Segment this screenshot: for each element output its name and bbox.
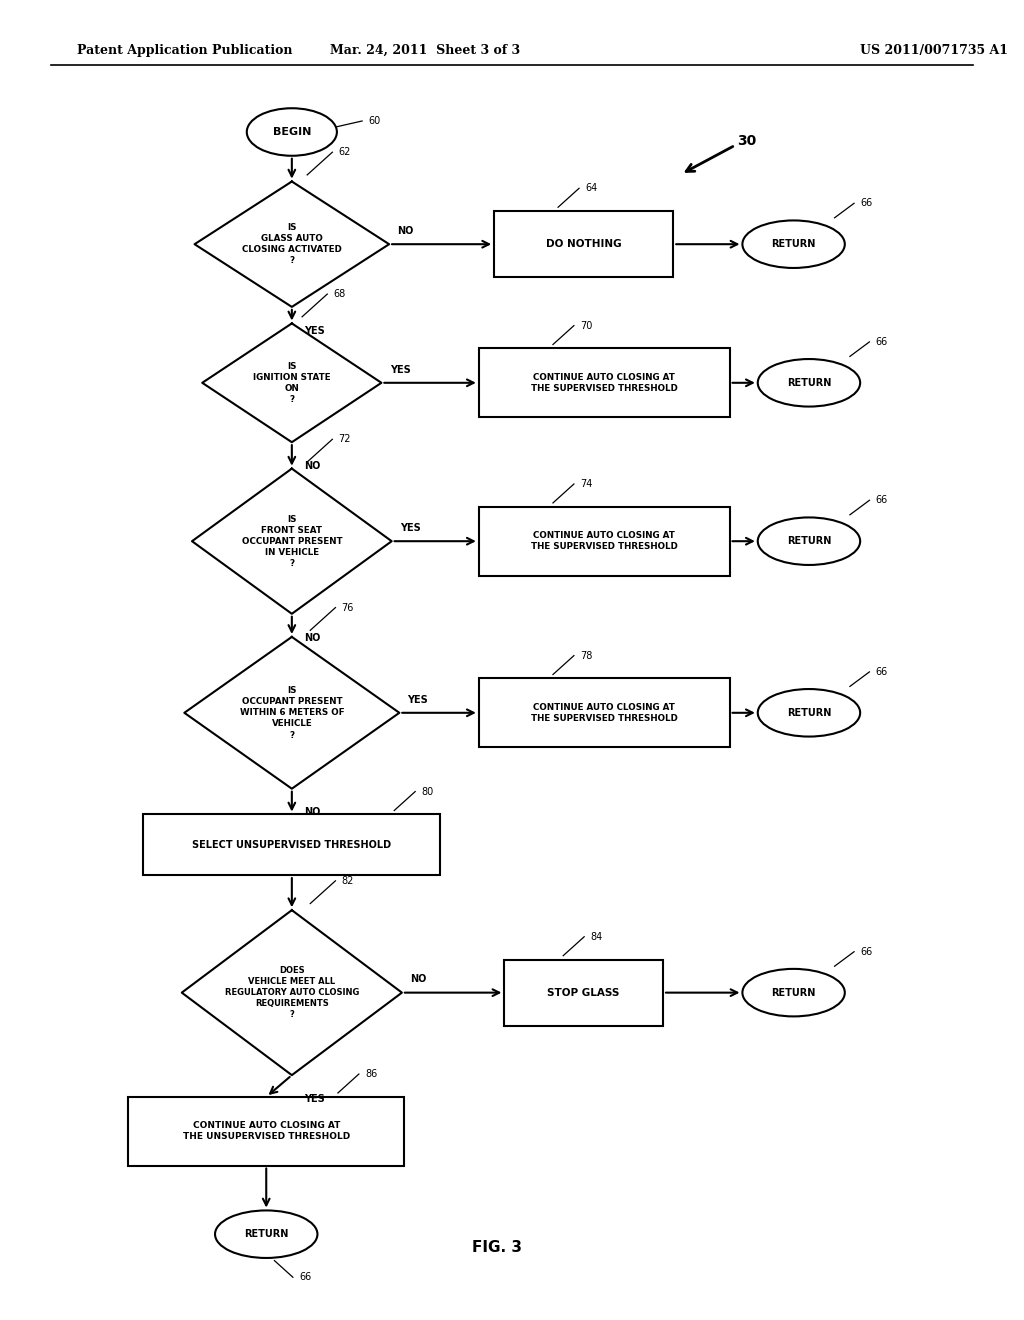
Text: FIG. 3: FIG. 3 (472, 1239, 521, 1255)
Text: 74: 74 (580, 479, 593, 488)
Text: YES: YES (304, 326, 325, 335)
Text: YES: YES (389, 364, 411, 375)
Bar (478, 348, 729, 417)
Text: US 2011/0071735 A1: US 2011/0071735 A1 (860, 44, 1009, 57)
Text: 66: 66 (876, 667, 888, 677)
Text: 60: 60 (369, 116, 381, 125)
Text: 78: 78 (580, 651, 593, 660)
Text: SELECT UNSUPERVISED THRESHOLD: SELECT UNSUPERVISED THRESHOLD (193, 840, 391, 850)
Text: IS
OCCUPANT PRESENT
WITHIN 6 METERS OF
VEHICLE
?: IS OCCUPANT PRESENT WITHIN 6 METERS OF V… (240, 686, 344, 739)
Bar (143, 814, 440, 875)
Text: CONTINUE AUTO CLOSING AT
THE SUPERVISED THRESHOLD: CONTINUE AUTO CLOSING AT THE SUPERVISED … (530, 531, 678, 552)
Text: NO: NO (304, 461, 321, 471)
Text: RETURN: RETURN (244, 1229, 289, 1239)
Text: NO: NO (410, 974, 426, 985)
Text: 66: 66 (299, 1272, 311, 1282)
Text: IS
IGNITION STATE
ON
?: IS IGNITION STATE ON ? (253, 362, 331, 404)
Text: 80: 80 (421, 787, 433, 796)
Text: YES: YES (408, 694, 428, 705)
Text: DOES
VEHICLE MEET ALL
REGULATORY AUTO CLOSING
REQUIREMENTS
?: DOES VEHICLE MEET ALL REGULATORY AUTO CL… (224, 966, 359, 1019)
Text: YES: YES (399, 523, 421, 533)
Text: 64: 64 (585, 183, 597, 193)
Bar (478, 507, 729, 576)
Text: 68: 68 (334, 289, 346, 300)
Bar (478, 678, 729, 747)
Text: CONTINUE AUTO CLOSING AT
THE SUPERVISED THRESHOLD: CONTINUE AUTO CLOSING AT THE SUPERVISED … (530, 372, 678, 393)
Text: STOP GLASS: STOP GLASS (548, 987, 620, 998)
Text: 66: 66 (860, 946, 872, 957)
Text: 76: 76 (342, 603, 354, 612)
Text: Patent Application Publication: Patent Application Publication (77, 44, 292, 57)
Text: RETURN: RETURN (786, 378, 831, 388)
Text: RETURN: RETURN (786, 536, 831, 546)
Text: RETURN: RETURN (771, 987, 816, 998)
Text: 66: 66 (876, 337, 888, 347)
Text: 82: 82 (342, 876, 354, 886)
Text: 30: 30 (737, 135, 757, 148)
Text: CONTINUE AUTO CLOSING AT
THE SUPERVISED THRESHOLD: CONTINUE AUTO CLOSING AT THE SUPERVISED … (530, 702, 678, 723)
Text: RETURN: RETURN (786, 708, 831, 718)
Text: IS
FRONT SEAT
OCCUPANT PRESENT
IN VEHICLE
?: IS FRONT SEAT OCCUPANT PRESENT IN VEHICL… (242, 515, 342, 568)
Text: 66: 66 (860, 198, 872, 209)
Text: IS
GLASS AUTO
CLOSING ACTIVATED
?: IS GLASS AUTO CLOSING ACTIVATED ? (242, 223, 342, 265)
Text: 66: 66 (876, 495, 888, 506)
Text: 72: 72 (339, 434, 351, 445)
Text: NO: NO (397, 226, 414, 236)
Text: 62: 62 (339, 148, 351, 157)
Text: CONTINUE AUTO CLOSING AT
THE UNSUPERVISED THRESHOLD: CONTINUE AUTO CLOSING AT THE UNSUPERVISE… (182, 1121, 350, 1142)
Text: 84: 84 (590, 932, 602, 941)
Text: YES: YES (304, 1094, 325, 1104)
Text: 70: 70 (580, 321, 593, 330)
Text: NO: NO (304, 632, 321, 643)
Bar (128, 1097, 404, 1166)
Bar (494, 211, 674, 277)
Bar (504, 960, 664, 1026)
Text: 86: 86 (365, 1069, 377, 1078)
Text: NO: NO (304, 808, 321, 817)
Text: BEGIN: BEGIN (272, 127, 311, 137)
Text: DO NOTHING: DO NOTHING (546, 239, 622, 249)
Text: Mar. 24, 2011  Sheet 3 of 3: Mar. 24, 2011 Sheet 3 of 3 (330, 44, 520, 57)
Text: RETURN: RETURN (771, 239, 816, 249)
